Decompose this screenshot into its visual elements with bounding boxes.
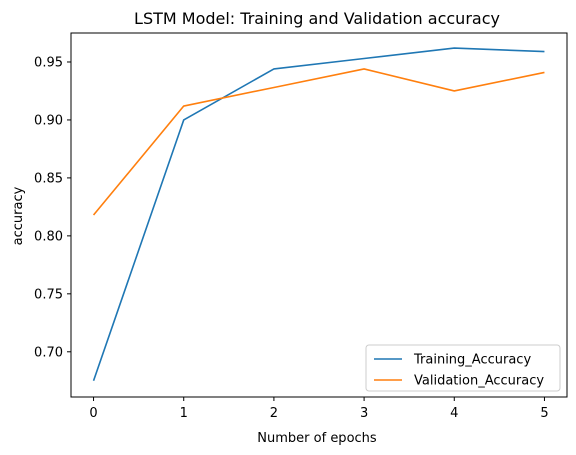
y-axis-label: accuracy (11, 186, 26, 245)
series-lines (92, 47, 545, 382)
y-tick-label: 0.90 (34, 113, 63, 128)
x-tick-label: 3 (360, 406, 368, 421)
legend-label-0: Training_Accuracy (413, 353, 531, 368)
series-line-0 (92, 47, 545, 382)
legend-frame (365, 344, 561, 392)
x-axis-label: Number of epochs (257, 431, 377, 446)
x-tick-label: 5 (540, 406, 548, 421)
x-axis-ticks: 0 1 2 3 4 5 (89, 397, 549, 421)
x-tick-label: 2 (270, 406, 278, 421)
legend-label-1: Validation_Accuracy (414, 374, 544, 389)
y-tick-label: 0.75 (34, 287, 63, 302)
y-tick-label: 0.85 (34, 171, 63, 186)
y-tick-label: 0.80 (34, 229, 63, 244)
y-axis-ticks: 0.70 0.75 0.80 0.85 0.90 0.95 (34, 55, 71, 360)
legend: Training_Accuracy Validation_Accuracy (365, 344, 561, 392)
chart-title: LSTM Model: Training and Validation accu… (134, 9, 500, 28)
plot-area-frame (70, 32, 568, 398)
x-tick-label: 4 (450, 406, 458, 421)
x-tick-label: 1 (180, 406, 188, 421)
x-tick-label: 0 (89, 406, 97, 421)
series-line-1 (92, 68, 545, 216)
y-tick-label: 0.70 (34, 345, 63, 360)
y-tick-label: 0.95 (34, 55, 63, 70)
